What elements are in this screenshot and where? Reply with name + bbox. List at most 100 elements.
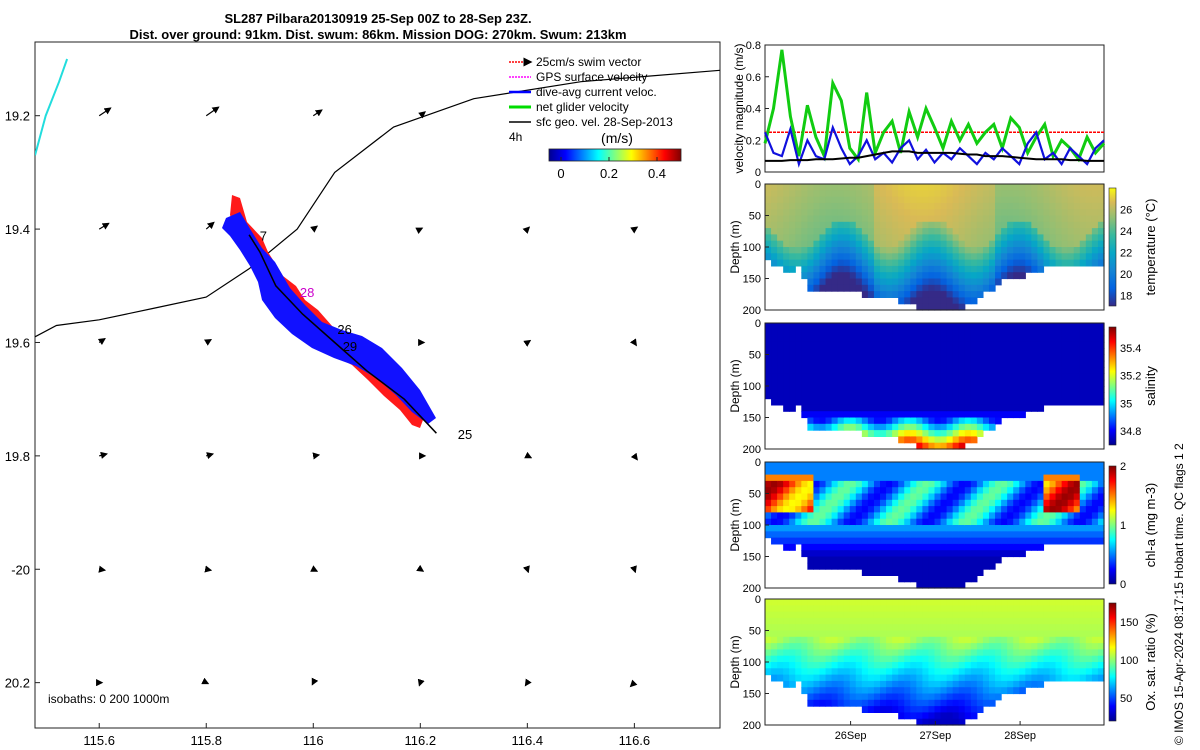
heatmap-4-cell: [904, 605, 911, 613]
heatmap-2-cell: [1073, 323, 1081, 330]
heatmap-4-cell: [849, 630, 857, 638]
heatmap-4-cell: [783, 674, 790, 682]
heatmap-4-cell: [910, 611, 917, 619]
heatmap-1-cell: [1061, 221, 1069, 229]
heatmap-3-cell: [795, 512, 802, 520]
heatmap-3-cell: [970, 518, 978, 526]
heatmap-2-cell: [819, 404, 827, 412]
heatmap-1-cell: [946, 221, 954, 229]
heatmap-4-cell: [867, 624, 875, 632]
heatmap-3-cell: [1007, 525, 1014, 532]
heatmap-1-cell: [892, 272, 899, 280]
heatmap-2-cell: [928, 423, 936, 431]
heatmap-4-cell: [988, 599, 996, 606]
heatmap-4-cell: [1097, 617, 1105, 625]
heatmap-3-cell: [1091, 518, 1099, 526]
heatmap-4-cell: [1019, 611, 1026, 619]
heatmap-3-cell: [988, 493, 996, 501]
heatmap-2-cell: [928, 417, 936, 425]
heatmap-4-cell: [789, 599, 796, 606]
heatmap-2-cell: [952, 436, 960, 444]
credit-text: © IMOS 15-Apr-2024 08:17:15 Hobart time.…: [1172, 443, 1186, 745]
heatmap-1-cell: [910, 291, 917, 298]
heatmap-4-cell: [1079, 655, 1087, 663]
heatmap-2-cell: [916, 404, 923, 412]
heatmap-1-cell: [849, 272, 857, 280]
heatmap-2-cell: [783, 398, 790, 406]
heatmap-4-cell: [795, 662, 802, 669]
heatmap-1-cell: [1019, 259, 1026, 267]
heatmap-1-cell: [801, 196, 808, 204]
heatmap-2-cell: [819, 398, 827, 406]
heatmap-1-cell: [958, 184, 966, 191]
heatmap-3-cell: [861, 487, 869, 495]
heatmap-2-cell: [910, 341, 917, 349]
heatmap-1-cell: [922, 240, 930, 248]
heatmap-3-cell: [982, 556, 990, 564]
heatmap-3-cell: [946, 493, 954, 501]
heatmap-1-cell: [880, 272, 887, 280]
heatmap-1-cell: [1043, 253, 1051, 261]
heatmap-4-cell: [1091, 630, 1099, 638]
heatmap-3-cell: [880, 518, 887, 526]
heatmap-4-cell: [837, 699, 845, 707]
heatmap-2-cell: [1031, 404, 1039, 412]
heatmap-3-cell: [801, 531, 808, 539]
heatmap-4-cell: [995, 611, 1002, 619]
heatmap-4-cell: [1037, 655, 1045, 663]
heatmap-4-cell: [1007, 605, 1014, 613]
heatmap-2-cell: [819, 348, 827, 356]
heatmap-1-cell: [861, 240, 869, 248]
heatmap-1-cell: [1073, 215, 1081, 223]
heatmap-3-cell: [765, 480, 772, 488]
heatmap-4-cell: [1055, 605, 1063, 613]
heatmap-2-cell: [964, 367, 972, 374]
heatmap-4-cell: [976, 624, 984, 632]
heatmap-2-cell: [1091, 348, 1099, 356]
heatmap-1-cell: [1037, 234, 1045, 242]
heatmap-2-cell: [783, 335, 790, 343]
heatmap-4-cell: [1037, 680, 1045, 688]
heatmap-2-cell: [819, 360, 827, 368]
heatmap-1-cell: [1061, 215, 1069, 223]
heatmap-2-cell: [976, 367, 984, 374]
heatmap-4-cell: [964, 706, 972, 713]
heatmap-3-cell: [795, 537, 802, 545]
heatmap-4-cell: [898, 643, 905, 650]
heatmap-1-cell: [1049, 247, 1057, 254]
heatmap-4-cell: [970, 674, 978, 682]
heatmap-2-cell: [765, 341, 772, 349]
heatmap-3-cell: [867, 537, 875, 545]
heatmap-4-cell: [1079, 624, 1087, 632]
heatmap-2-cell: [1043, 379, 1051, 387]
heatmap-1-cell: [988, 196, 996, 204]
heatmap-4-cell: [1013, 649, 1020, 657]
heatmap-1-cell: [1079, 240, 1087, 248]
heatmap-4-cell: [976, 636, 984, 644]
heatmap-4-cell: [1055, 643, 1063, 650]
heatmap-3-cell: [825, 499, 833, 507]
heatmap-4-cell: [849, 624, 857, 632]
heatmap-1-cell: [825, 278, 833, 286]
heatmap-1-cell: [801, 190, 808, 198]
heatmap-1-cell: [940, 240, 948, 248]
heatmap-3-cell: [873, 550, 881, 558]
heatmap-1-cell: [819, 234, 827, 242]
heatmap-2-cell: [1037, 335, 1045, 343]
heatmap-4-cell: [807, 687, 815, 695]
heatmap-3-cell: [1025, 462, 1032, 469]
heatmap-3-cell: [946, 581, 954, 589]
heatmap-4-cell: [988, 624, 996, 632]
heatmap-1-cell: [807, 234, 815, 242]
heatmap-1-cell: [777, 247, 784, 254]
heatmap-2-cell: [843, 341, 851, 349]
heatmap-1-cell: [982, 228, 990, 235]
heatmap-4-cell: [1019, 599, 1026, 606]
heatmap-4-cell: [801, 662, 808, 669]
heatmap-3-cell: [904, 569, 911, 576]
heatmap-3-cell: [922, 487, 930, 495]
heatmap-1-cell: [1091, 184, 1099, 191]
heatmap-2-cell: [1043, 392, 1051, 400]
heatmap-3-cell: [880, 525, 887, 532]
heatmap-4-cell: [867, 674, 875, 682]
